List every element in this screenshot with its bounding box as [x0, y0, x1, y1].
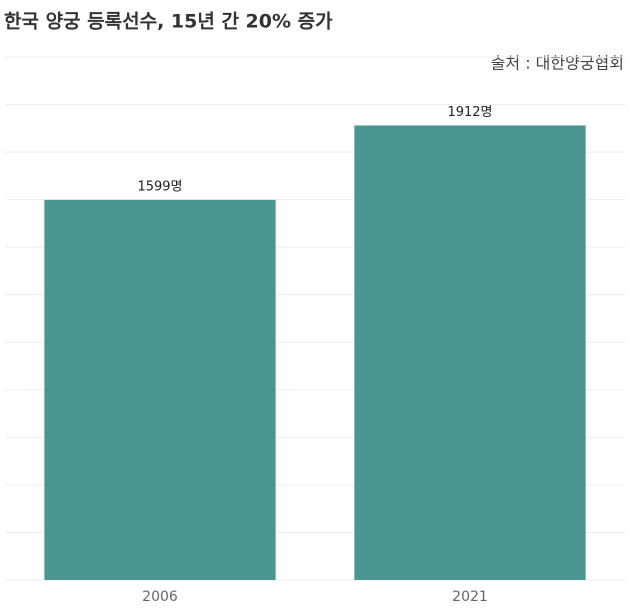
x-tick-label: 2006	[142, 589, 178, 605]
value-label: 1599명	[137, 179, 182, 194]
chart-title: 한국 양궁 등록선수, 15년 간 20% 증가	[4, 11, 333, 33]
source: 출처 : 대한양궁협회	[491, 54, 624, 73]
value-label: 1912명	[447, 105, 492, 120]
bar	[44, 199, 276, 580]
bar	[354, 125, 586, 580]
x-tick-label: 2021	[452, 589, 488, 605]
